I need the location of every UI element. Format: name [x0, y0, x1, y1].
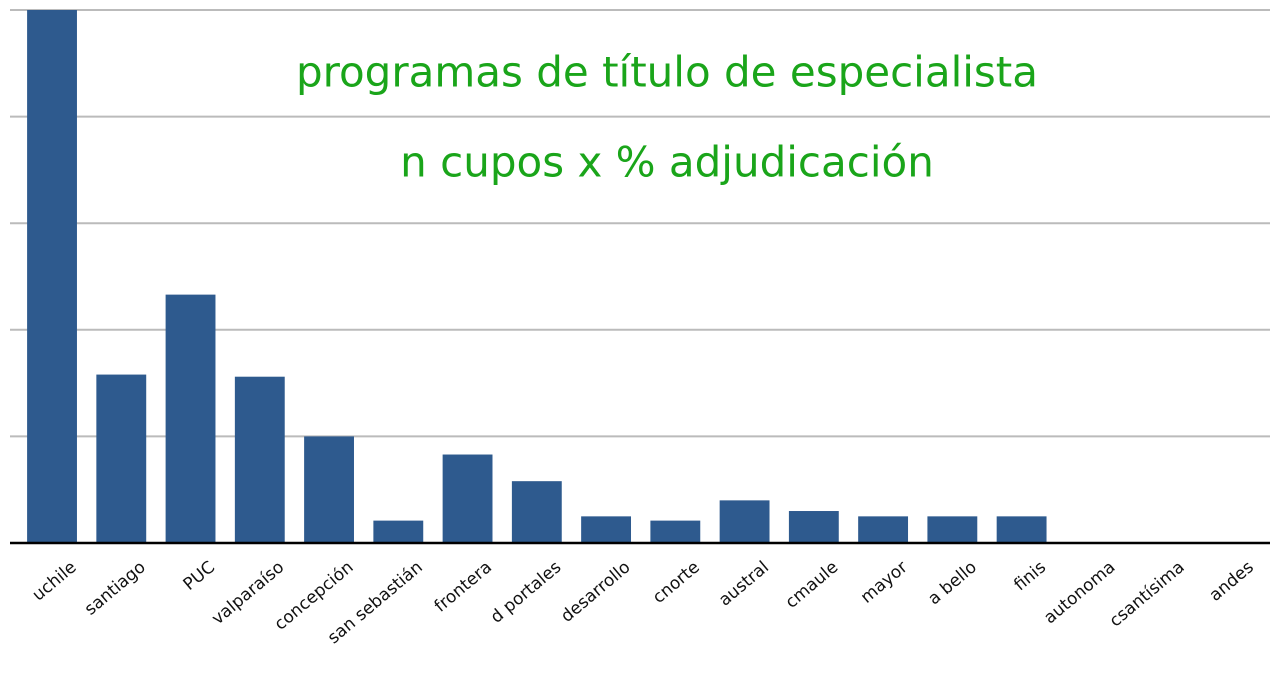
bar	[96, 374, 147, 543]
x-tick-label: PUC	[180, 557, 219, 595]
bar	[650, 520, 701, 543]
x-tick-label: frontera	[431, 557, 496, 616]
x-tick-label: finis	[1010, 557, 1050, 595]
x-tick-label: mayor	[857, 557, 912, 607]
bar	[442, 454, 493, 543]
x-tick-label: austral	[715, 557, 773, 610]
bar	[304, 436, 354, 543]
x-tick-label: santiago	[81, 557, 150, 619]
bar	[165, 294, 216, 543]
x-tick-label: d portales	[487, 557, 565, 627]
bar	[927, 516, 978, 543]
x-tick-label: cnorte	[649, 557, 704, 607]
x-tick-label: csantísima	[1106, 557, 1189, 631]
x-tick-label: uchile	[29, 557, 81, 605]
bar	[234, 376, 285, 543]
bar	[996, 516, 1047, 543]
x-tick-label: a bello	[924, 557, 980, 609]
x-tick-label: desarrollo	[557, 557, 634, 626]
x-tick-label: cmaule	[782, 557, 843, 612]
chart-title: programas de título de especialista	[296, 48, 1038, 97]
bar	[858, 516, 909, 543]
bar	[511, 481, 562, 543]
bar	[373, 520, 424, 543]
chart-subtitle: n cupos x % adjudicación	[400, 138, 934, 187]
bar	[788, 511, 839, 543]
bar	[581, 516, 632, 543]
bar	[27, 10, 77, 543]
bar	[719, 500, 770, 543]
x-tick-label: andes	[1206, 557, 1258, 605]
